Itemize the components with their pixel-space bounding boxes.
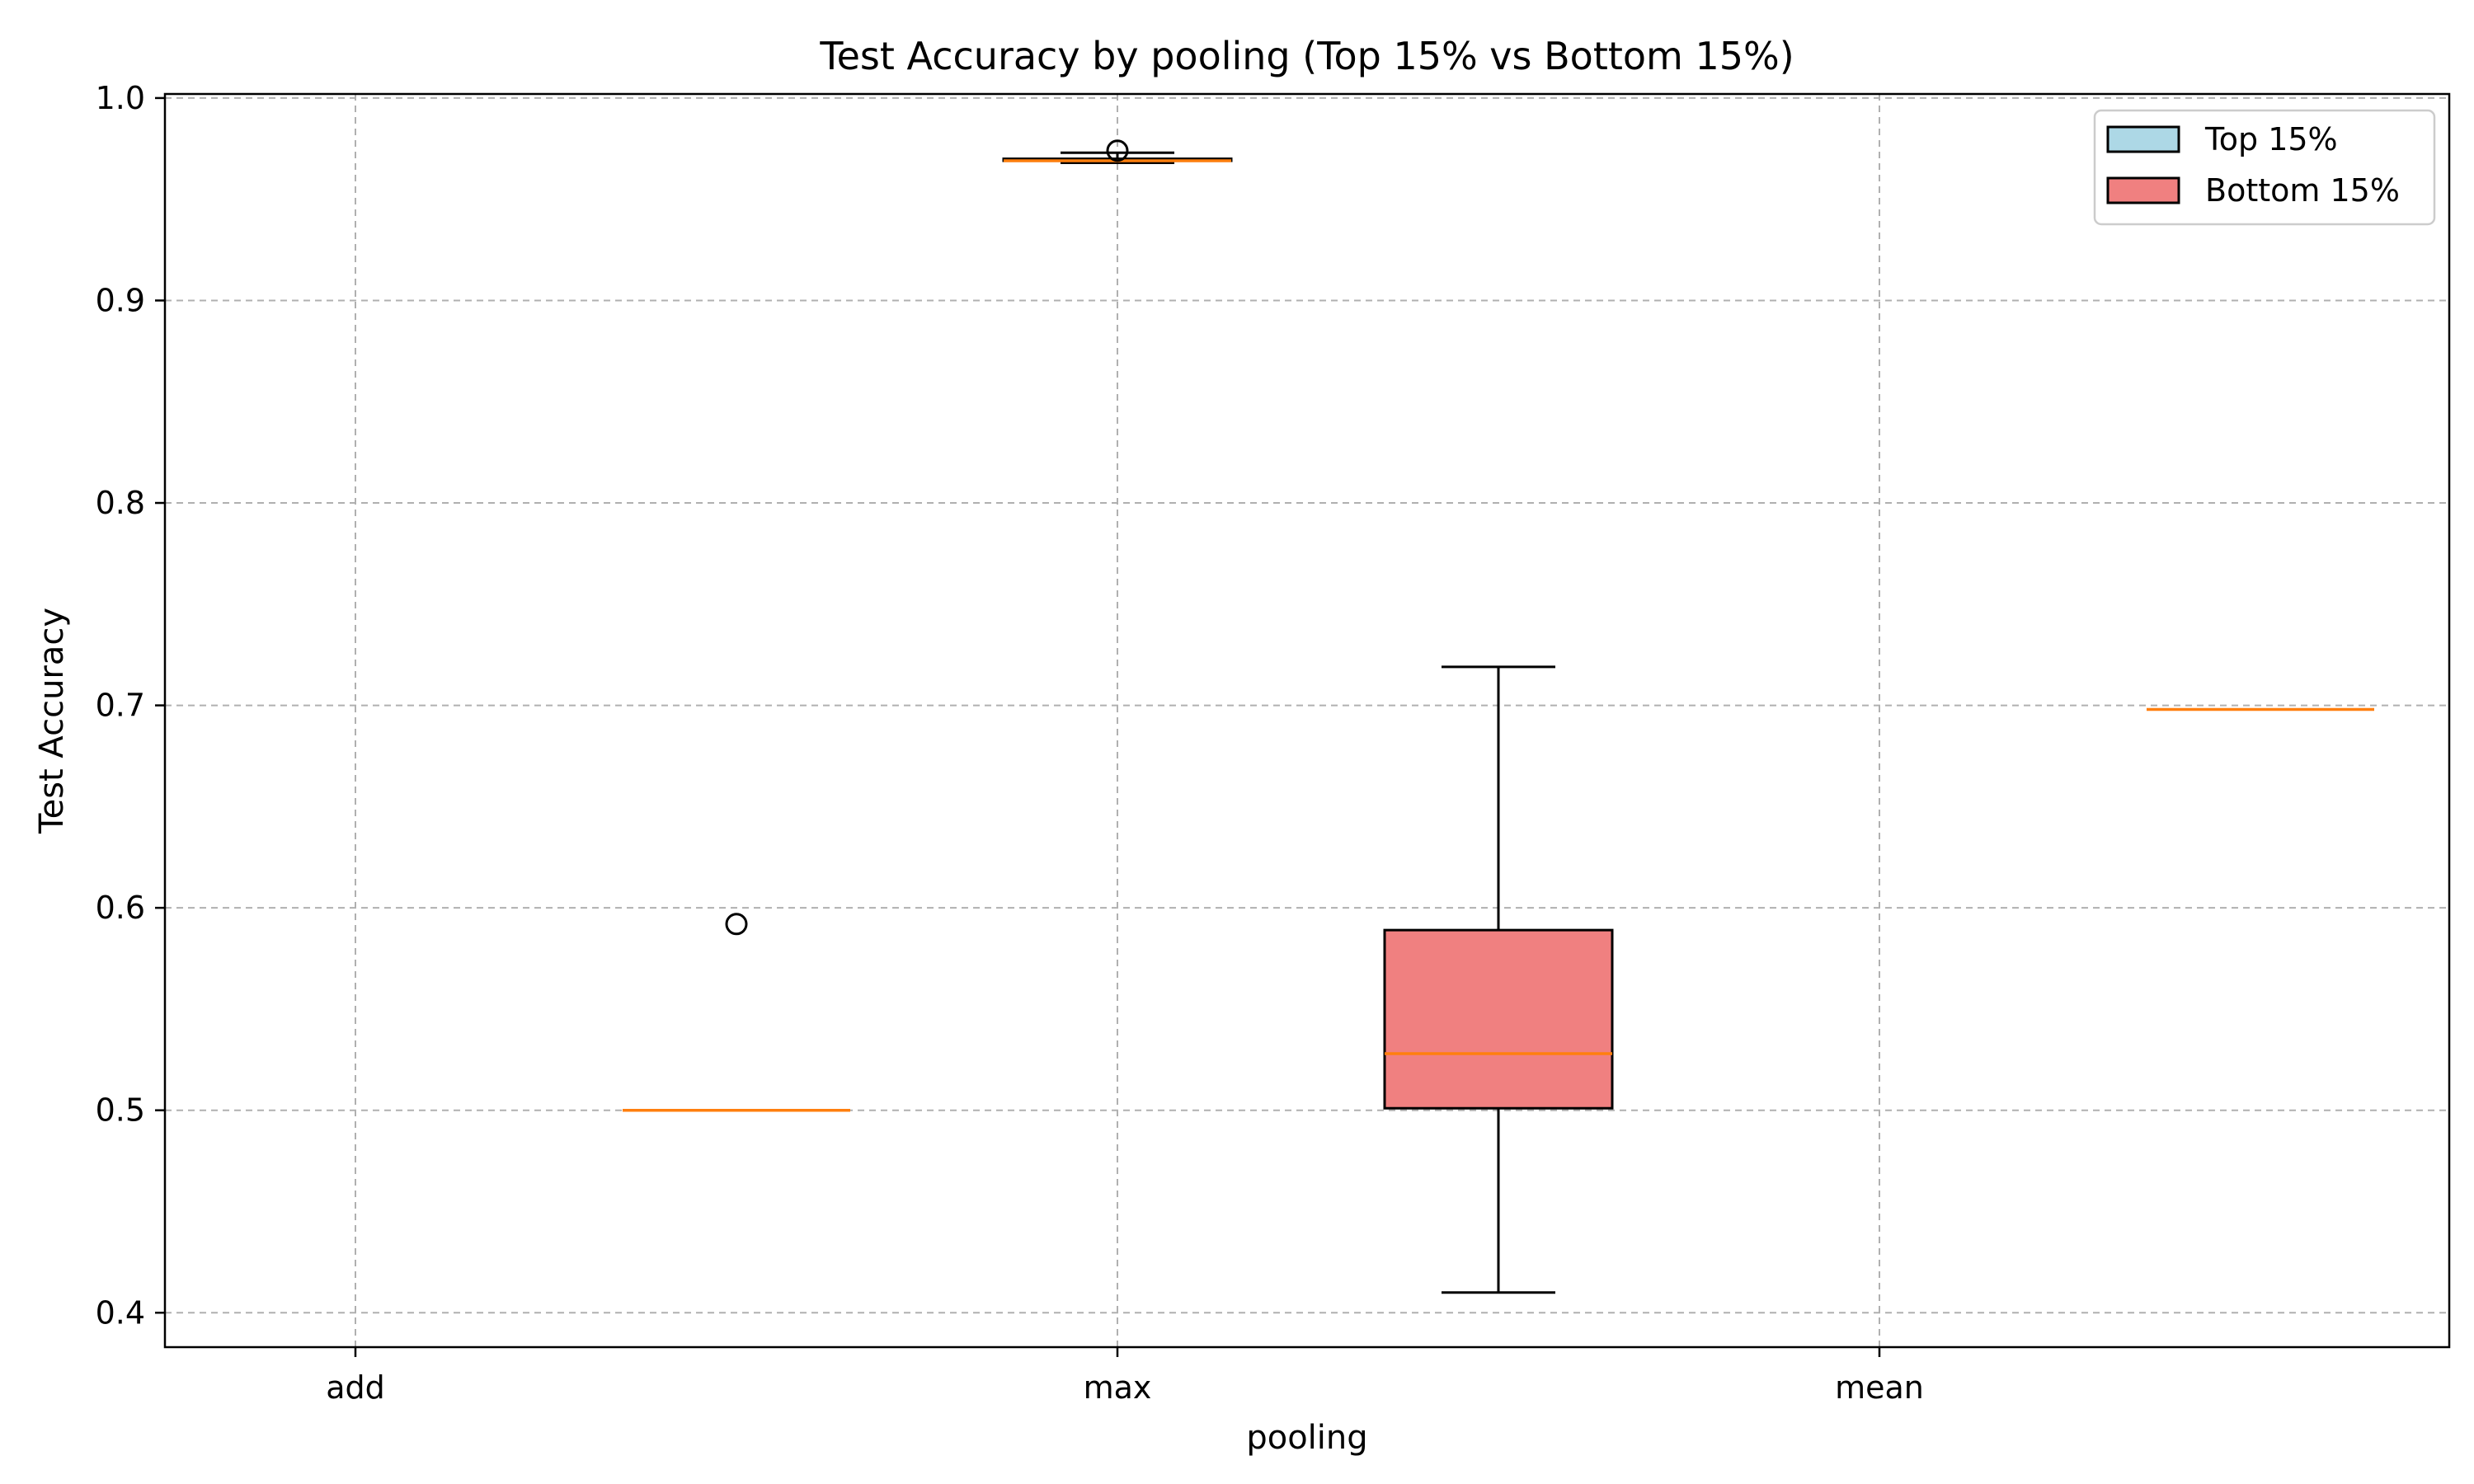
y-axis-label: Test Accuracy <box>33 608 71 834</box>
legend: Top 15% Bottom 15% <box>2093 109 2436 226</box>
legend-swatch-bottom <box>2106 176 2180 204</box>
x-tick-label: mean <box>1835 1369 1924 1406</box>
x-tick-label: max <box>1084 1369 1152 1406</box>
outlier-point <box>725 913 748 936</box>
box-iqr <box>1383 928 1614 1110</box>
ticks: 0.4 0.5 0.6 0.7 0.8 0.9 1.0 add max mean <box>96 80 1924 1406</box>
box-group <box>1383 665 1614 1294</box>
plot-area-frame <box>163 92 2451 1349</box>
y-tick-label: 0.9 <box>96 282 145 318</box>
legend-label-top: Top 15% <box>2204 121 2338 157</box>
legend-label-bottom: Bottom 15% <box>2205 172 2400 209</box>
y-tick-label: 1.0 <box>96 80 145 116</box>
box-group <box>623 913 850 1112</box>
y-tick-label: 0.4 <box>96 1294 145 1331</box>
y-tick-label: 0.7 <box>96 688 145 724</box>
y-tick-label: 0.6 <box>96 890 145 926</box>
x-axis-label: pooling <box>1246 1419 1367 1457</box>
grid <box>165 94 2449 1347</box>
chart-title: Test Accuracy by pooling (Top 15% vs Bot… <box>819 34 1794 78</box>
x-tick-label: add <box>326 1369 385 1406</box>
y-tick-label: 0.5 <box>96 1092 145 1129</box>
box-group <box>1002 139 1233 164</box>
legend-swatch-top <box>2106 125 2180 153</box>
boxes <box>623 139 2374 1294</box>
outlier-point <box>1106 139 1129 162</box>
y-tick-label: 0.8 <box>96 485 145 521</box>
